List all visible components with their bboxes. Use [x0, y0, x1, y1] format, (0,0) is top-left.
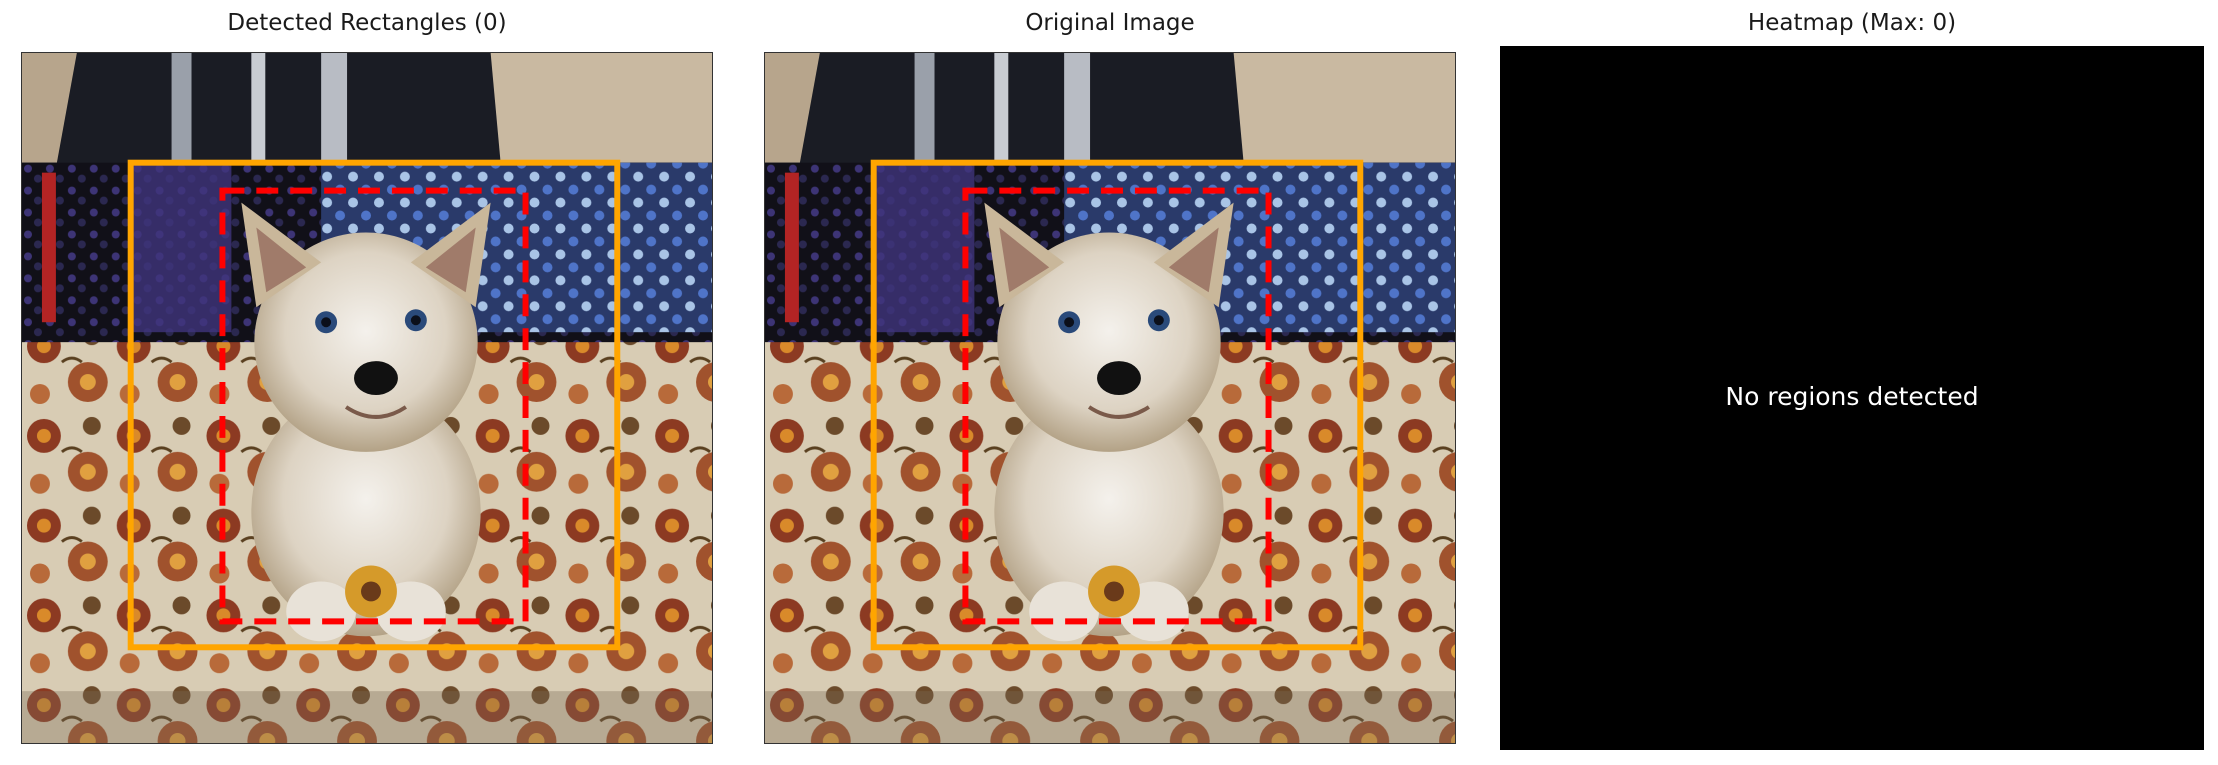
panel-title-original: Original Image	[1025, 10, 1195, 36]
outer-bounding-box	[127, 159, 621, 651]
panel-title-heatmap: Heatmap (Max: 0)	[1747, 10, 1957, 36]
original-image	[764, 52, 1456, 744]
no-regions-message: No regions detected	[1725, 382, 1979, 411]
outer-bounding-box	[870, 159, 1364, 651]
inner-bounding-box	[962, 187, 1272, 625]
detected-rectangles-image	[21, 52, 713, 744]
panel-title-detected: Detected Rectangles (0)	[227, 10, 507, 36]
dog-photo-detected	[22, 53, 712, 743]
dog-photo-original	[765, 53, 1455, 743]
heatmap-panel: No regions detected	[1500, 46, 2204, 750]
inner-bounding-box	[219, 187, 529, 625]
